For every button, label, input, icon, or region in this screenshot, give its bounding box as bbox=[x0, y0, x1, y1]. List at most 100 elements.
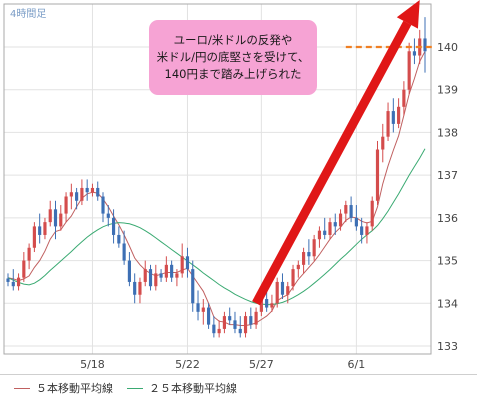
candle bbox=[122, 230, 126, 265]
candle bbox=[85, 179, 89, 201]
candle bbox=[423, 17, 427, 73]
candle bbox=[344, 200, 348, 223]
candle-body bbox=[291, 269, 295, 287]
annotation-line-2: 米ドル/円の底堅さを受けて、 bbox=[156, 50, 310, 64]
candle bbox=[196, 290, 200, 321]
candle bbox=[402, 81, 406, 116]
candle bbox=[53, 200, 58, 240]
candle bbox=[127, 252, 131, 287]
trend-arrow-shaft bbox=[252, 20, 412, 306]
candle-body bbox=[349, 205, 353, 218]
candle-body bbox=[354, 217, 358, 227]
candle bbox=[338, 209, 343, 231]
candle-body bbox=[222, 316, 227, 329]
legend-label-ma5: ５本移動平均線 bbox=[36, 382, 113, 395]
candle bbox=[397, 98, 401, 129]
candle bbox=[43, 217, 47, 240]
candle-body bbox=[85, 187, 89, 193]
candle bbox=[349, 196, 353, 223]
candle-body bbox=[360, 226, 364, 235]
candle bbox=[270, 294, 274, 312]
candle-body bbox=[138, 281, 142, 295]
candle bbox=[16, 273, 21, 291]
candle-body bbox=[101, 196, 105, 214]
candle bbox=[159, 269, 163, 282]
candle bbox=[312, 234, 316, 261]
candle-body bbox=[64, 196, 68, 214]
annotation-line-3: 140円まで踏み上げられた bbox=[164, 67, 302, 81]
candle-body bbox=[280, 281, 285, 295]
candle bbox=[48, 200, 52, 227]
candle-body bbox=[243, 316, 248, 334]
candle bbox=[370, 196, 374, 231]
candle bbox=[280, 273, 285, 300]
candle bbox=[143, 260, 147, 287]
candle bbox=[64, 192, 68, 223]
x-tick-label: 5/18 bbox=[80, 358, 105, 371]
candle-body bbox=[170, 264, 174, 278]
candle bbox=[354, 205, 358, 231]
candle-body bbox=[27, 247, 31, 261]
candle-body bbox=[191, 269, 195, 304]
candle bbox=[386, 102, 390, 141]
candle-body bbox=[233, 320, 237, 329]
candle-body bbox=[296, 264, 300, 270]
legend-swatch-ma5 bbox=[14, 387, 30, 389]
candle bbox=[22, 252, 26, 282]
candle-body bbox=[344, 205, 348, 214]
candle bbox=[265, 290, 269, 312]
candle bbox=[59, 205, 63, 231]
candle-body bbox=[238, 328, 242, 334]
candle-body bbox=[317, 230, 322, 240]
candle bbox=[154, 264, 158, 291]
candle bbox=[164, 256, 168, 282]
candle bbox=[11, 269, 15, 291]
candle bbox=[254, 307, 258, 329]
candle bbox=[201, 299, 205, 325]
candle bbox=[296, 260, 300, 278]
candle-body bbox=[32, 226, 36, 248]
candle-body bbox=[333, 222, 337, 227]
candle bbox=[291, 264, 295, 291]
candle-body bbox=[323, 230, 327, 235]
y-tick-label: 135 bbox=[437, 255, 458, 268]
candle-body bbox=[106, 213, 110, 218]
candle bbox=[360, 217, 364, 244]
candle-body bbox=[402, 89, 406, 107]
candle-body bbox=[159, 273, 163, 278]
x-tick-label: 5/27 bbox=[249, 358, 274, 371]
candle bbox=[302, 247, 306, 274]
candle-body bbox=[75, 192, 79, 201]
candle-body bbox=[143, 269, 147, 282]
candle bbox=[75, 187, 79, 210]
candle bbox=[27, 243, 31, 270]
candle bbox=[32, 222, 36, 253]
candle-body bbox=[217, 328, 221, 334]
candle bbox=[333, 213, 337, 235]
candle-body bbox=[6, 278, 10, 282]
candle bbox=[275, 277, 279, 308]
candle bbox=[212, 316, 216, 338]
timeframe-label: 4時間足 bbox=[10, 8, 46, 20]
candle-body bbox=[38, 226, 42, 235]
candle-body bbox=[206, 307, 211, 325]
candle-body bbox=[302, 252, 306, 265]
candle bbox=[243, 311, 248, 338]
candle-body bbox=[249, 316, 253, 325]
candle bbox=[133, 273, 137, 304]
candle-body bbox=[127, 260, 131, 282]
y-tick-label: 140 bbox=[437, 41, 458, 54]
candle bbox=[375, 140, 380, 206]
candle-body bbox=[365, 226, 369, 235]
candle bbox=[138, 277, 142, 304]
candle-body bbox=[43, 222, 47, 235]
x-tick-label: 6/1 bbox=[348, 358, 366, 371]
candle-body bbox=[391, 111, 395, 124]
y-tick-label: 137 bbox=[437, 169, 458, 182]
candle bbox=[180, 243, 184, 278]
candle bbox=[323, 217, 327, 240]
candle bbox=[238, 316, 242, 338]
annotation-line-1: ユーロ/米ドルの反発や bbox=[173, 33, 293, 47]
candle-body bbox=[133, 281, 137, 295]
